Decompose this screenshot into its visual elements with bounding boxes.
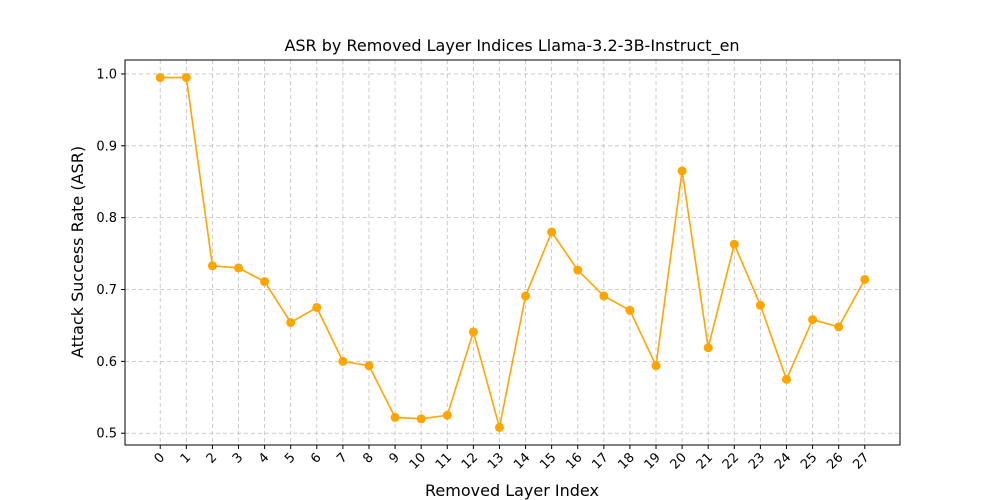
asr-series-line [160, 76, 866, 429]
x-tick-label: 14 [511, 450, 533, 472]
series-layer [155, 73, 870, 432]
data-point [468, 327, 478, 337]
data-point [677, 166, 687, 176]
data-point [207, 261, 217, 271]
data-point [651, 361, 661, 371]
data-point [260, 277, 270, 287]
data-point [494, 422, 504, 432]
x-tick-label: 23 [746, 450, 768, 472]
y-tick-label: 0.5 [96, 427, 117, 442]
data-point [442, 410, 452, 420]
x-tick-label: 25 [798, 450, 820, 472]
data-point [625, 305, 635, 315]
x-tick-label: 4 [256, 450, 272, 466]
x-tick-label: 26 [824, 450, 846, 472]
x-tick-label: 10 [407, 450, 429, 472]
data-point [781, 374, 791, 384]
data-point [573, 265, 583, 275]
x-tick-label: 5 [282, 450, 298, 466]
x-tick-label: 9 [386, 450, 402, 466]
y-tick-label: 0.6 [96, 355, 117, 370]
data-point [547, 227, 557, 237]
x-tick-label: 16 [563, 450, 585, 472]
x-tick-label: 18 [615, 450, 637, 472]
x-tick-label: 1 [178, 450, 194, 466]
x-tick-label: 3 [230, 450, 246, 466]
data-point [181, 73, 191, 83]
grid-layer [125, 60, 900, 445]
x-tick-label: 12 [459, 450, 481, 472]
x-tick-label: 27 [850, 450, 872, 472]
data-point [860, 274, 870, 284]
x-tick-label: 17 [589, 450, 611, 472]
data-point [312, 302, 322, 312]
x-tick-label: 8 [360, 450, 376, 466]
data-point [234, 263, 244, 273]
data-point [755, 300, 765, 310]
data-point [338, 356, 348, 366]
y-tick-label: 1.0 [96, 67, 117, 82]
data-point [521, 291, 531, 301]
data-point [834, 322, 844, 332]
data-point [416, 414, 426, 424]
data-point [808, 315, 818, 325]
plot-area-frame [124, 59, 901, 446]
x-tick-label: 22 [720, 450, 742, 472]
data-point [729, 239, 739, 249]
x-tick-label: 0 [152, 450, 168, 466]
x-axis-label: Removed Layer Index [425, 481, 599, 500]
x-tick-label: 6 [308, 450, 324, 466]
data-point [286, 318, 296, 328]
data-point [390, 412, 400, 422]
data-point [703, 343, 713, 353]
x-tick-label: 13 [485, 450, 507, 472]
x-tick-label: 24 [772, 450, 794, 472]
chart-title: ASR by Removed Layer Indices Llama-3.2-3… [284, 36, 739, 56]
data-point [155, 73, 165, 83]
x-tick-label: 15 [537, 450, 559, 472]
x-tick-label: 7 [334, 450, 350, 466]
x-tick-label: 20 [668, 450, 690, 472]
y-tick-label: 0.9 [96, 139, 117, 154]
y-tick-label: 0.7 [96, 283, 117, 298]
y-tick-label: 0.8 [96, 211, 117, 226]
y-axis-label: Attack Success Rate (ASR) [68, 146, 87, 358]
x-tick-label: 2 [204, 450, 220, 466]
x-tick-label: 11 [433, 450, 455, 472]
x-tick-label: 19 [642, 450, 664, 472]
x-tick-label: 21 [694, 450, 716, 472]
data-point [364, 361, 374, 371]
data-point [599, 291, 609, 301]
